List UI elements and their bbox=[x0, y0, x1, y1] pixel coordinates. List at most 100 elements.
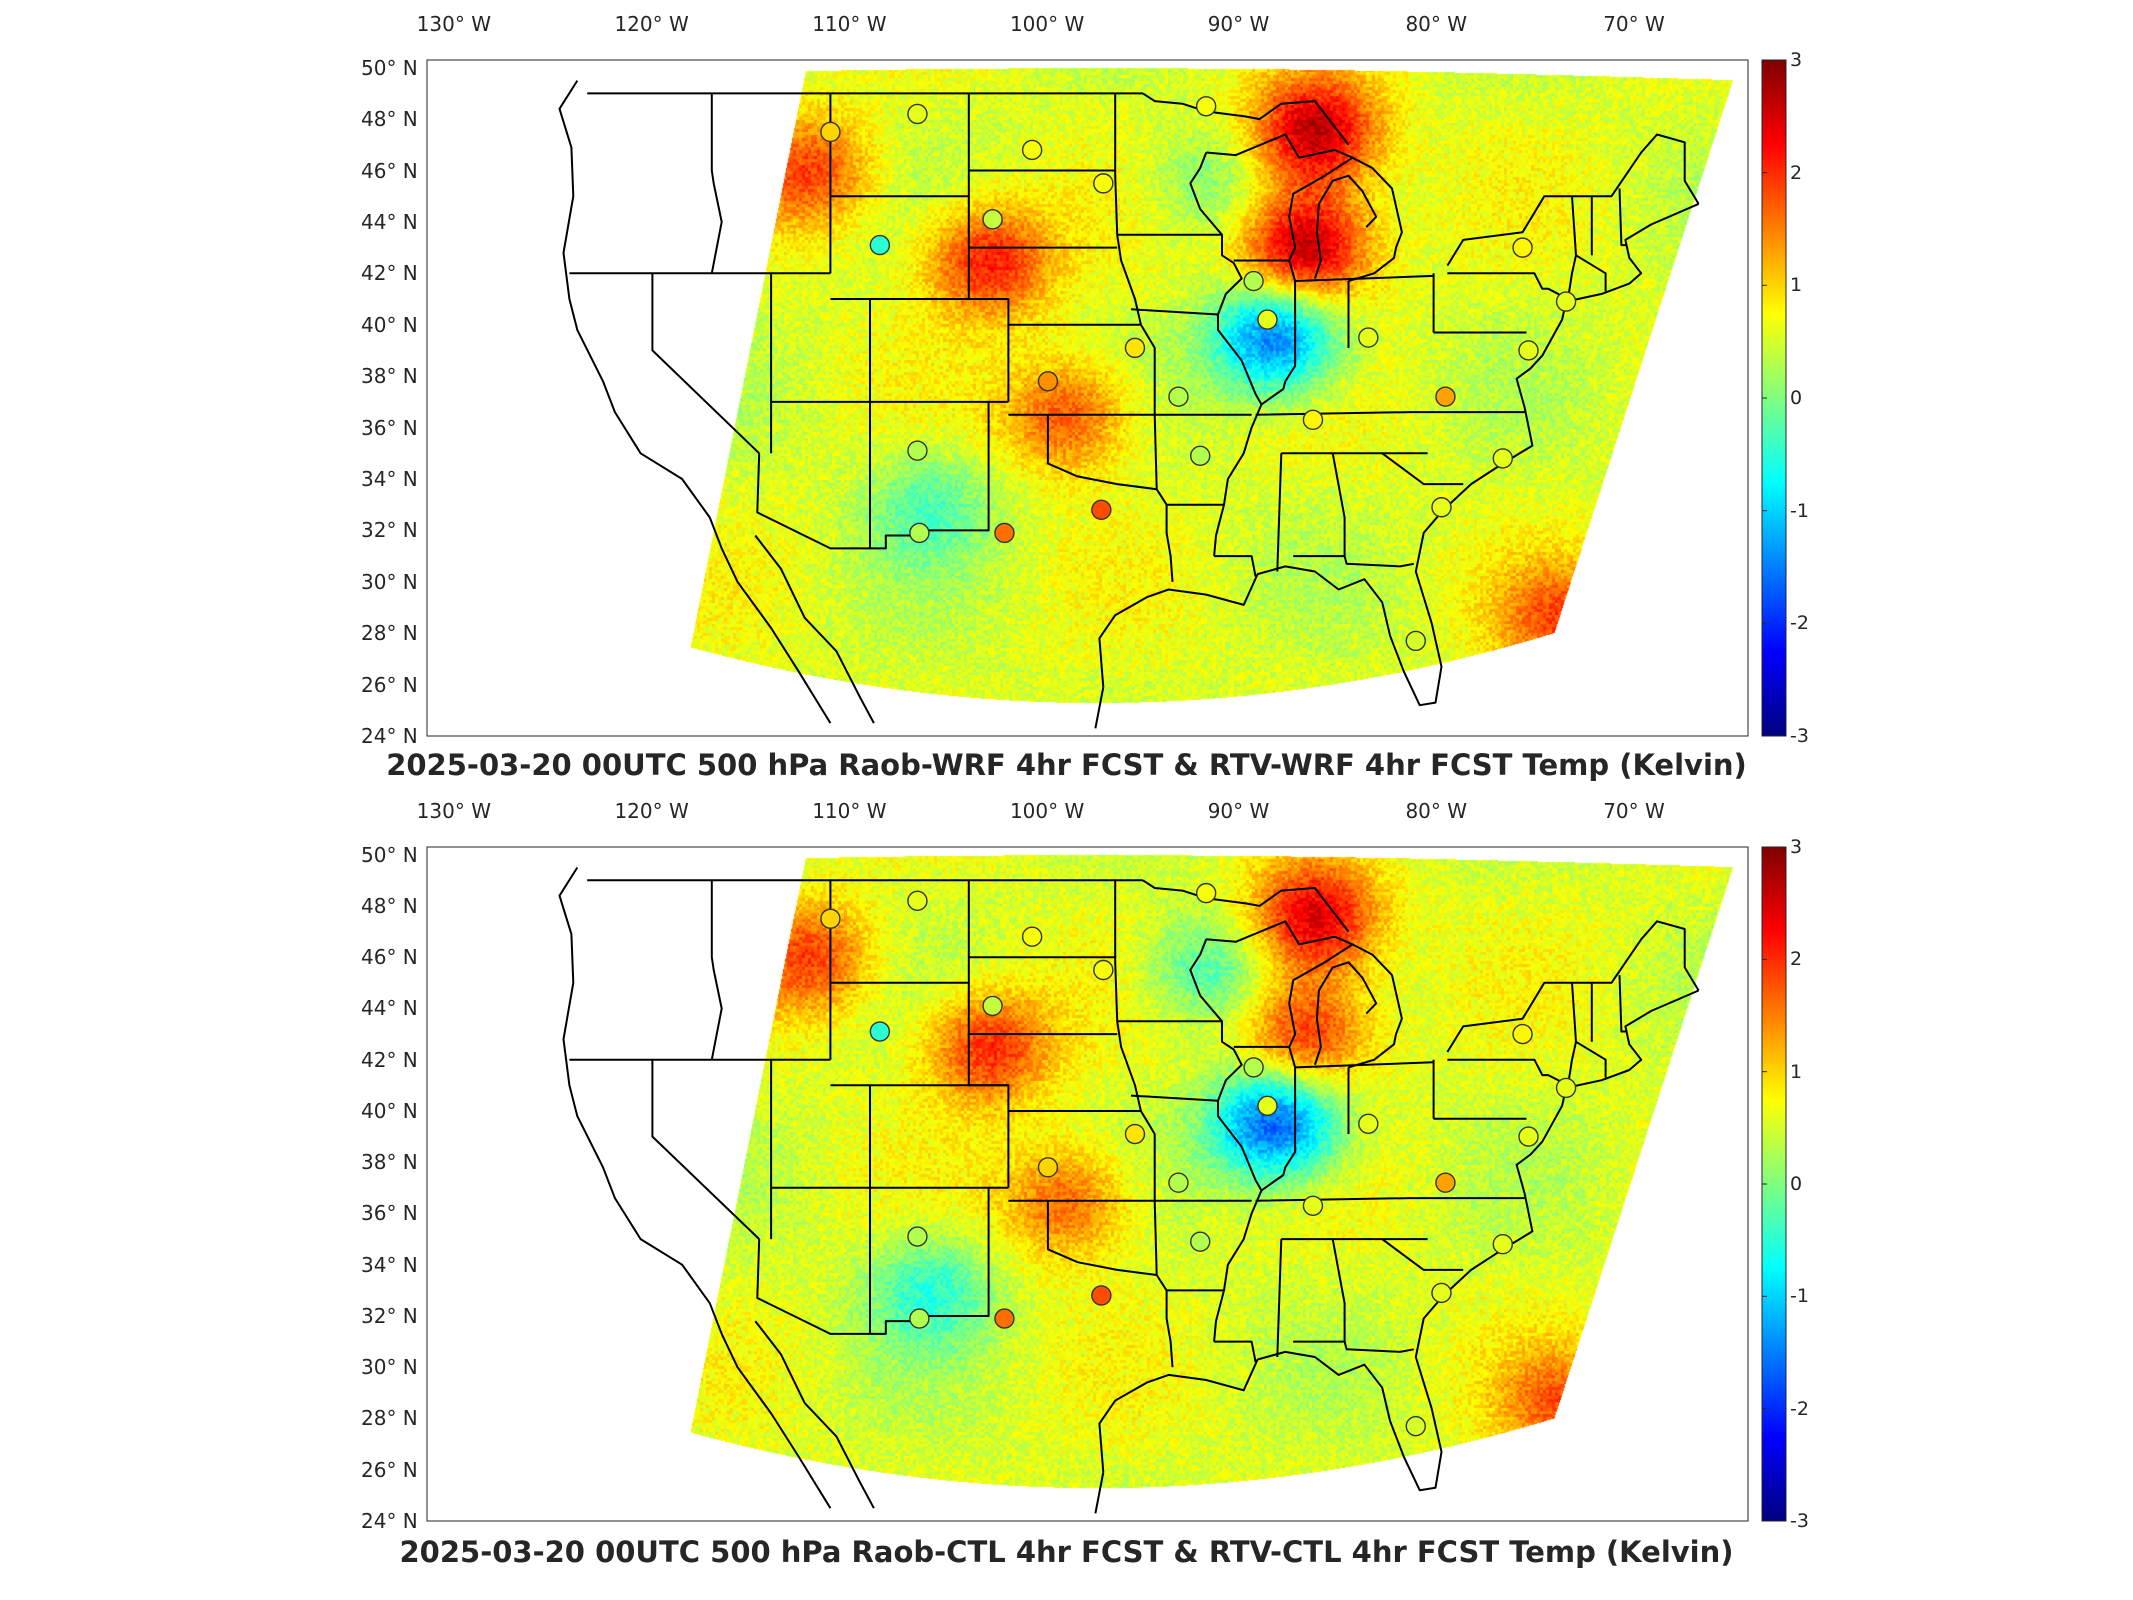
boundary-line bbox=[1295, 274, 1434, 282]
raob-station-marker bbox=[1124, 337, 1146, 359]
raob-station-marker bbox=[1358, 327, 1379, 348]
lon-tick-label: 110° W bbox=[812, 12, 887, 36]
boundary-line bbox=[1189, 152, 1263, 557]
raob-station-marker bbox=[907, 440, 928, 461]
colorbar-tick-label: 2 bbox=[1790, 161, 1803, 184]
raob-station-marker bbox=[1512, 1023, 1533, 1045]
raob-station-marker bbox=[1037, 1157, 1059, 1178]
raob-station-marker bbox=[869, 1021, 891, 1042]
lon-tick-label: 90° W bbox=[1207, 12, 1270, 36]
raob-station-marker bbox=[994, 522, 1015, 544]
boundary-line bbox=[710, 880, 723, 1060]
raob-station-marker bbox=[1555, 1077, 1577, 1099]
lat-tick-label: 42° N bbox=[361, 1047, 418, 1072]
boundary-line bbox=[1313, 174, 1378, 279]
raob-station-marker bbox=[820, 908, 841, 929]
raob-station-marker bbox=[982, 995, 1003, 1017]
boundary-line bbox=[1567, 196, 1577, 300]
raob-station-marker bbox=[1091, 1285, 1112, 1306]
raob-station-marker bbox=[1492, 1234, 1513, 1255]
lat-tick-label: 44° N bbox=[361, 209, 418, 234]
boundary-line bbox=[1447, 1058, 1569, 1087]
raob-station-marker bbox=[1435, 1172, 1456, 1193]
lat-tick-label: 42° N bbox=[361, 261, 418, 286]
lon-tick-label: 120° W bbox=[614, 799, 689, 823]
state-boundaries bbox=[558, 866, 1700, 1514]
colorbar-tick-label: -2 bbox=[1790, 1397, 1809, 1420]
lon-tick-label: 110° W bbox=[812, 799, 887, 823]
raob-station-marker bbox=[1037, 371, 1059, 392]
colorbar-tick-label: -3 bbox=[1790, 1510, 1809, 1532]
raob-station-marker bbox=[869, 234, 891, 256]
boundary-line bbox=[1575, 1040, 1607, 1078]
raob-station-marker bbox=[1358, 1113, 1379, 1134]
lat-tick-label: 34° N bbox=[361, 1252, 418, 1277]
boundary-line bbox=[1260, 281, 1297, 406]
boundary-line bbox=[1618, 975, 1628, 1033]
colorbar-tick-label: -3 bbox=[1790, 725, 1809, 747]
temperature-difference-field bbox=[427, 60, 1748, 736]
raob-station-marker bbox=[1512, 237, 1533, 258]
raob-station-marker bbox=[982, 209, 1003, 230]
lat-tick-label: 46° N bbox=[361, 158, 418, 183]
raob-stations bbox=[820, 96, 1577, 652]
boundary-line bbox=[1046, 1200, 1157, 1276]
raob-station-marker bbox=[907, 103, 928, 125]
lat-tick-label: 28° N bbox=[361, 1406, 418, 1431]
raob-station-marker bbox=[1431, 1282, 1452, 1304]
raob-station-marker bbox=[1518, 1126, 1539, 1147]
raob-station-marker bbox=[1124, 1123, 1146, 1145]
boundary-line bbox=[1293, 453, 1346, 558]
temperature-difference-field bbox=[427, 847, 1748, 1521]
lon-tick-label: 100° W bbox=[1009, 799, 1085, 823]
lon-tick-label: 70° W bbox=[1603, 12, 1665, 36]
boundary-line bbox=[1206, 920, 1354, 1068]
lat-tick-label: 38° N bbox=[361, 1150, 418, 1175]
lon-tick-label: 130° W bbox=[416, 799, 491, 823]
raob-station-marker bbox=[1195, 96, 1217, 117]
raob-station-marker bbox=[1021, 926, 1043, 947]
raob-station-marker bbox=[1243, 1057, 1264, 1078]
boundary-line bbox=[1348, 156, 1403, 282]
lat-tick-label: 48° N bbox=[361, 107, 418, 132]
raob-station-marker bbox=[1518, 340, 1539, 361]
raob-station-marker bbox=[1435, 386, 1456, 407]
lat-tick-label: 46° N bbox=[361, 945, 418, 970]
raob-station-marker bbox=[907, 1226, 928, 1247]
coastline-gulf-atlantic bbox=[1098, 989, 1699, 1492]
panel-title: 2025-03-20 00UTC 500 hPa Raob-WRF 4hr FC… bbox=[386, 748, 1747, 782]
lat-tick-label: 24° N bbox=[361, 1509, 418, 1533]
raob-station-marker bbox=[1091, 499, 1112, 521]
raob-station-marker bbox=[1195, 882, 1217, 904]
boundary-line bbox=[1214, 1340, 1257, 1363]
colorbar-tick-label: 2 bbox=[1790, 948, 1803, 971]
lat-tick-label: 48° N bbox=[361, 893, 418, 918]
raob-station-marker bbox=[1257, 1095, 1278, 1117]
raob-station-marker bbox=[1093, 173, 1114, 194]
lat-tick-label: 26° N bbox=[361, 1457, 418, 1482]
boundary-line bbox=[917, 401, 990, 532]
boundary-line bbox=[1293, 1238, 1346, 1343]
lon-tick-label: 120° W bbox=[614, 12, 689, 36]
raob-station-marker bbox=[1405, 1415, 1426, 1437]
colorbar-tick-label: 3 bbox=[1790, 836, 1803, 858]
boundary-line bbox=[1343, 1341, 1414, 1353]
boundary-line bbox=[1343, 555, 1414, 568]
lat-tick-label: 44° N bbox=[361, 996, 418, 1021]
lon-tick-label: 90° W bbox=[1207, 799, 1270, 823]
coastline-west bbox=[558, 866, 832, 1509]
coastline-baja bbox=[754, 1320, 875, 1509]
lat-tick-label: 32° N bbox=[361, 518, 418, 543]
lon-tick-label: 130° W bbox=[416, 12, 491, 36]
boundary-line bbox=[1295, 1061, 1434, 1069]
lat-tick-label: 30° N bbox=[361, 569, 418, 594]
lat-tick-label: 40° N bbox=[361, 312, 418, 337]
colorbar-tick-label: -2 bbox=[1790, 612, 1809, 635]
raob-station-marker bbox=[1021, 139, 1043, 161]
lat-tick-label: 50° N bbox=[361, 55, 418, 80]
boundary-line bbox=[1046, 414, 1157, 491]
raob-stations bbox=[820, 882, 1577, 1437]
raob-station-marker bbox=[909, 1308, 930, 1329]
panel-title: 2025-03-20 00UTC 500 hPa Raob-CTL 4hr FC… bbox=[399, 1535, 1734, 1569]
